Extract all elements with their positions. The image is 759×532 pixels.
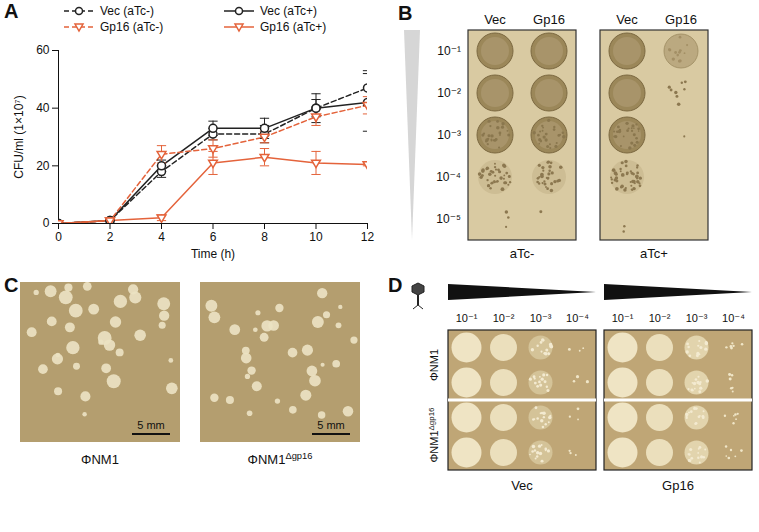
svg-text:5 mm: 5 mm xyxy=(137,419,165,431)
svg-text:Gp16: Gp16 xyxy=(533,12,565,27)
svg-text:0: 0 xyxy=(43,216,50,230)
svg-text:4: 4 xyxy=(158,230,165,244)
svg-text:Vec: Vec xyxy=(484,12,506,27)
svg-text:10⁻¹: 10⁻¹ xyxy=(437,44,461,58)
svg-text:10: 10 xyxy=(309,230,323,244)
svg-text:10⁻³: 10⁻³ xyxy=(686,312,708,324)
svg-text:Time (h): Time (h) xyxy=(191,247,235,261)
svg-text:10⁻²: 10⁻² xyxy=(649,312,671,324)
svg-text:60: 60 xyxy=(36,43,50,57)
svg-text:10⁻³: 10⁻³ xyxy=(437,128,461,142)
svg-text:10⁻¹: 10⁻¹ xyxy=(612,312,634,324)
svg-text:10⁻⁵: 10⁻⁵ xyxy=(436,212,461,226)
svg-text:0: 0 xyxy=(55,230,62,244)
svg-text:aTc+: aTc+ xyxy=(640,246,668,261)
html-text:Gp16 (aTc-): Gp16 (aTc-) xyxy=(100,20,164,34)
svg-text:Gp16: Gp16 xyxy=(665,12,697,27)
svg-text:Gp16: Gp16 xyxy=(662,478,694,493)
svg-text:8: 8 xyxy=(261,230,268,244)
svg-text:20: 20 xyxy=(36,159,50,173)
svg-text:10⁻⁴: 10⁻⁴ xyxy=(722,312,745,324)
svg-text:B: B xyxy=(398,2,412,24)
svg-text:CFU/ml (1×10⁷): CFU/ml (1×10⁷) xyxy=(12,95,26,178)
html-text:Vec (aTc-): Vec (aTc-) xyxy=(100,4,154,18)
svg-text:C: C xyxy=(4,274,18,296)
svg-text:10⁻²: 10⁻² xyxy=(437,86,461,100)
svg-text:aTc-: aTc- xyxy=(510,246,535,261)
svg-text:ΦNM1Δgp16: ΦNM1Δgp16 xyxy=(427,407,440,462)
svg-text:40: 40 xyxy=(36,101,50,115)
svg-text:Vec: Vec xyxy=(511,478,533,493)
svg-text:10⁻²: 10⁻² xyxy=(493,312,515,324)
html-text:Gp16 (aTc+): Gp16 (aTc+) xyxy=(260,20,327,34)
svg-text:5 mm: 5 mm xyxy=(317,419,345,431)
svg-text:10⁻¹: 10⁻¹ xyxy=(456,312,478,324)
svg-text:2: 2 xyxy=(107,230,114,244)
html-text:A: A xyxy=(4,0,19,22)
svg-text:10⁻⁴: 10⁻⁴ xyxy=(566,312,589,324)
svg-text:ΦNM1: ΦNM1 xyxy=(81,452,119,467)
svg-text:10⁻³: 10⁻³ xyxy=(530,312,552,324)
svg-text:D: D xyxy=(388,274,402,296)
svg-text:12: 12 xyxy=(361,230,375,244)
svg-text:6: 6 xyxy=(210,230,217,244)
svg-text:10⁻⁴: 10⁻⁴ xyxy=(436,170,461,184)
html-text:Vec (aTc+): Vec (aTc+) xyxy=(260,4,317,18)
svg-text:ΦNM1Δgp16: ΦNM1Δgp16 xyxy=(248,451,313,467)
svg-text:ΦNM1: ΦNM1 xyxy=(428,349,440,381)
svg-text:Vec: Vec xyxy=(616,12,638,27)
